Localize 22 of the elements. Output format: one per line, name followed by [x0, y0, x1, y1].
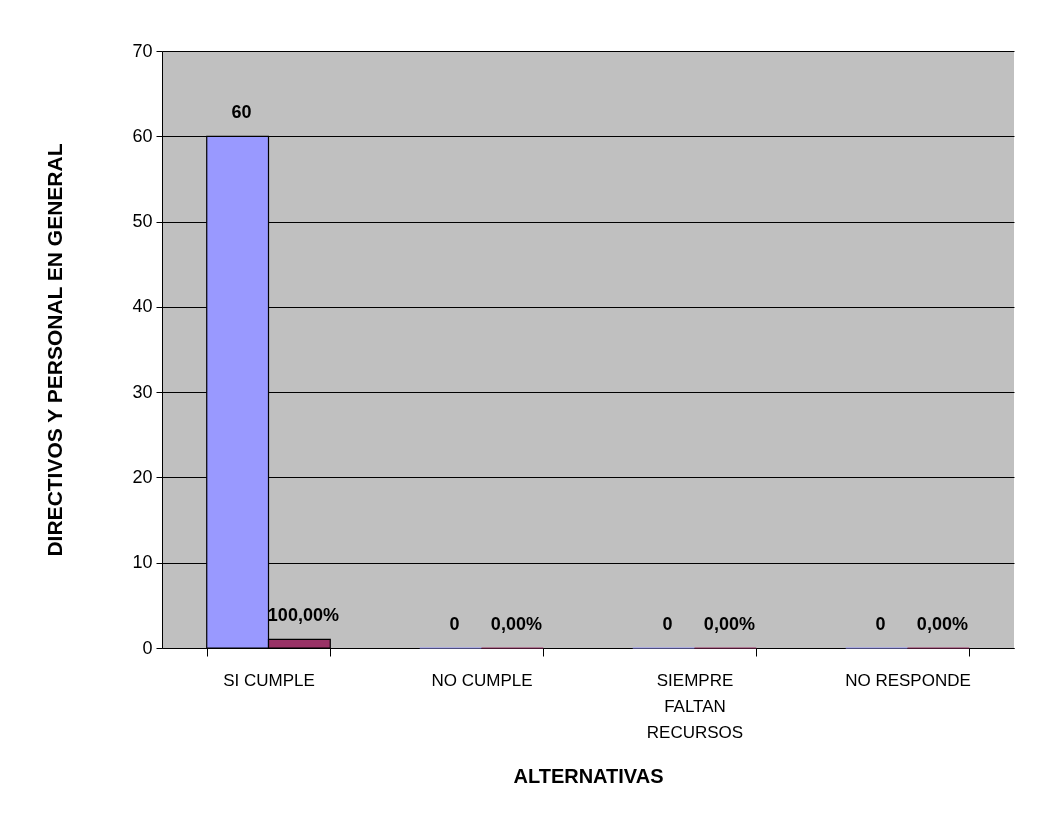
y-tick-label: 60 [132, 125, 153, 146]
data-label: 60 [231, 102, 252, 123]
y-tick-label: 10 [132, 552, 153, 573]
y-tick-label: 30 [132, 381, 153, 402]
x-tick-label: SI CUMPLE [223, 670, 315, 690]
y-tick-label: 70 [132, 40, 153, 61]
data-label: 0,00% [916, 614, 968, 634]
data-label: 0 [875, 614, 886, 634]
y-axis-title: DIRECTIVOS Y PERSONAL EN GENERAL [43, 143, 67, 557]
y-tick-label: 50 [132, 211, 153, 232]
data-label: 0,00% [703, 614, 755, 634]
y-tick-label: 20 [132, 466, 153, 487]
x-axis-title: ALTERNATIVAS [513, 764, 664, 787]
x-tick-label: NO CUMPLE [431, 670, 533, 690]
x-tick-label: SIEMPRE FALTAN RECURSOS [646, 670, 744, 742]
data-label: 100,00% [267, 605, 339, 626]
y-tick-label: 40 [132, 296, 153, 317]
data-label: 0 [662, 614, 673, 634]
data-label: 0,00% [490, 614, 542, 634]
y-tick-label: 0 [142, 637, 153, 658]
x-tick-label: NO RESPONDE [845, 670, 971, 690]
data-label: 0 [449, 614, 460, 634]
